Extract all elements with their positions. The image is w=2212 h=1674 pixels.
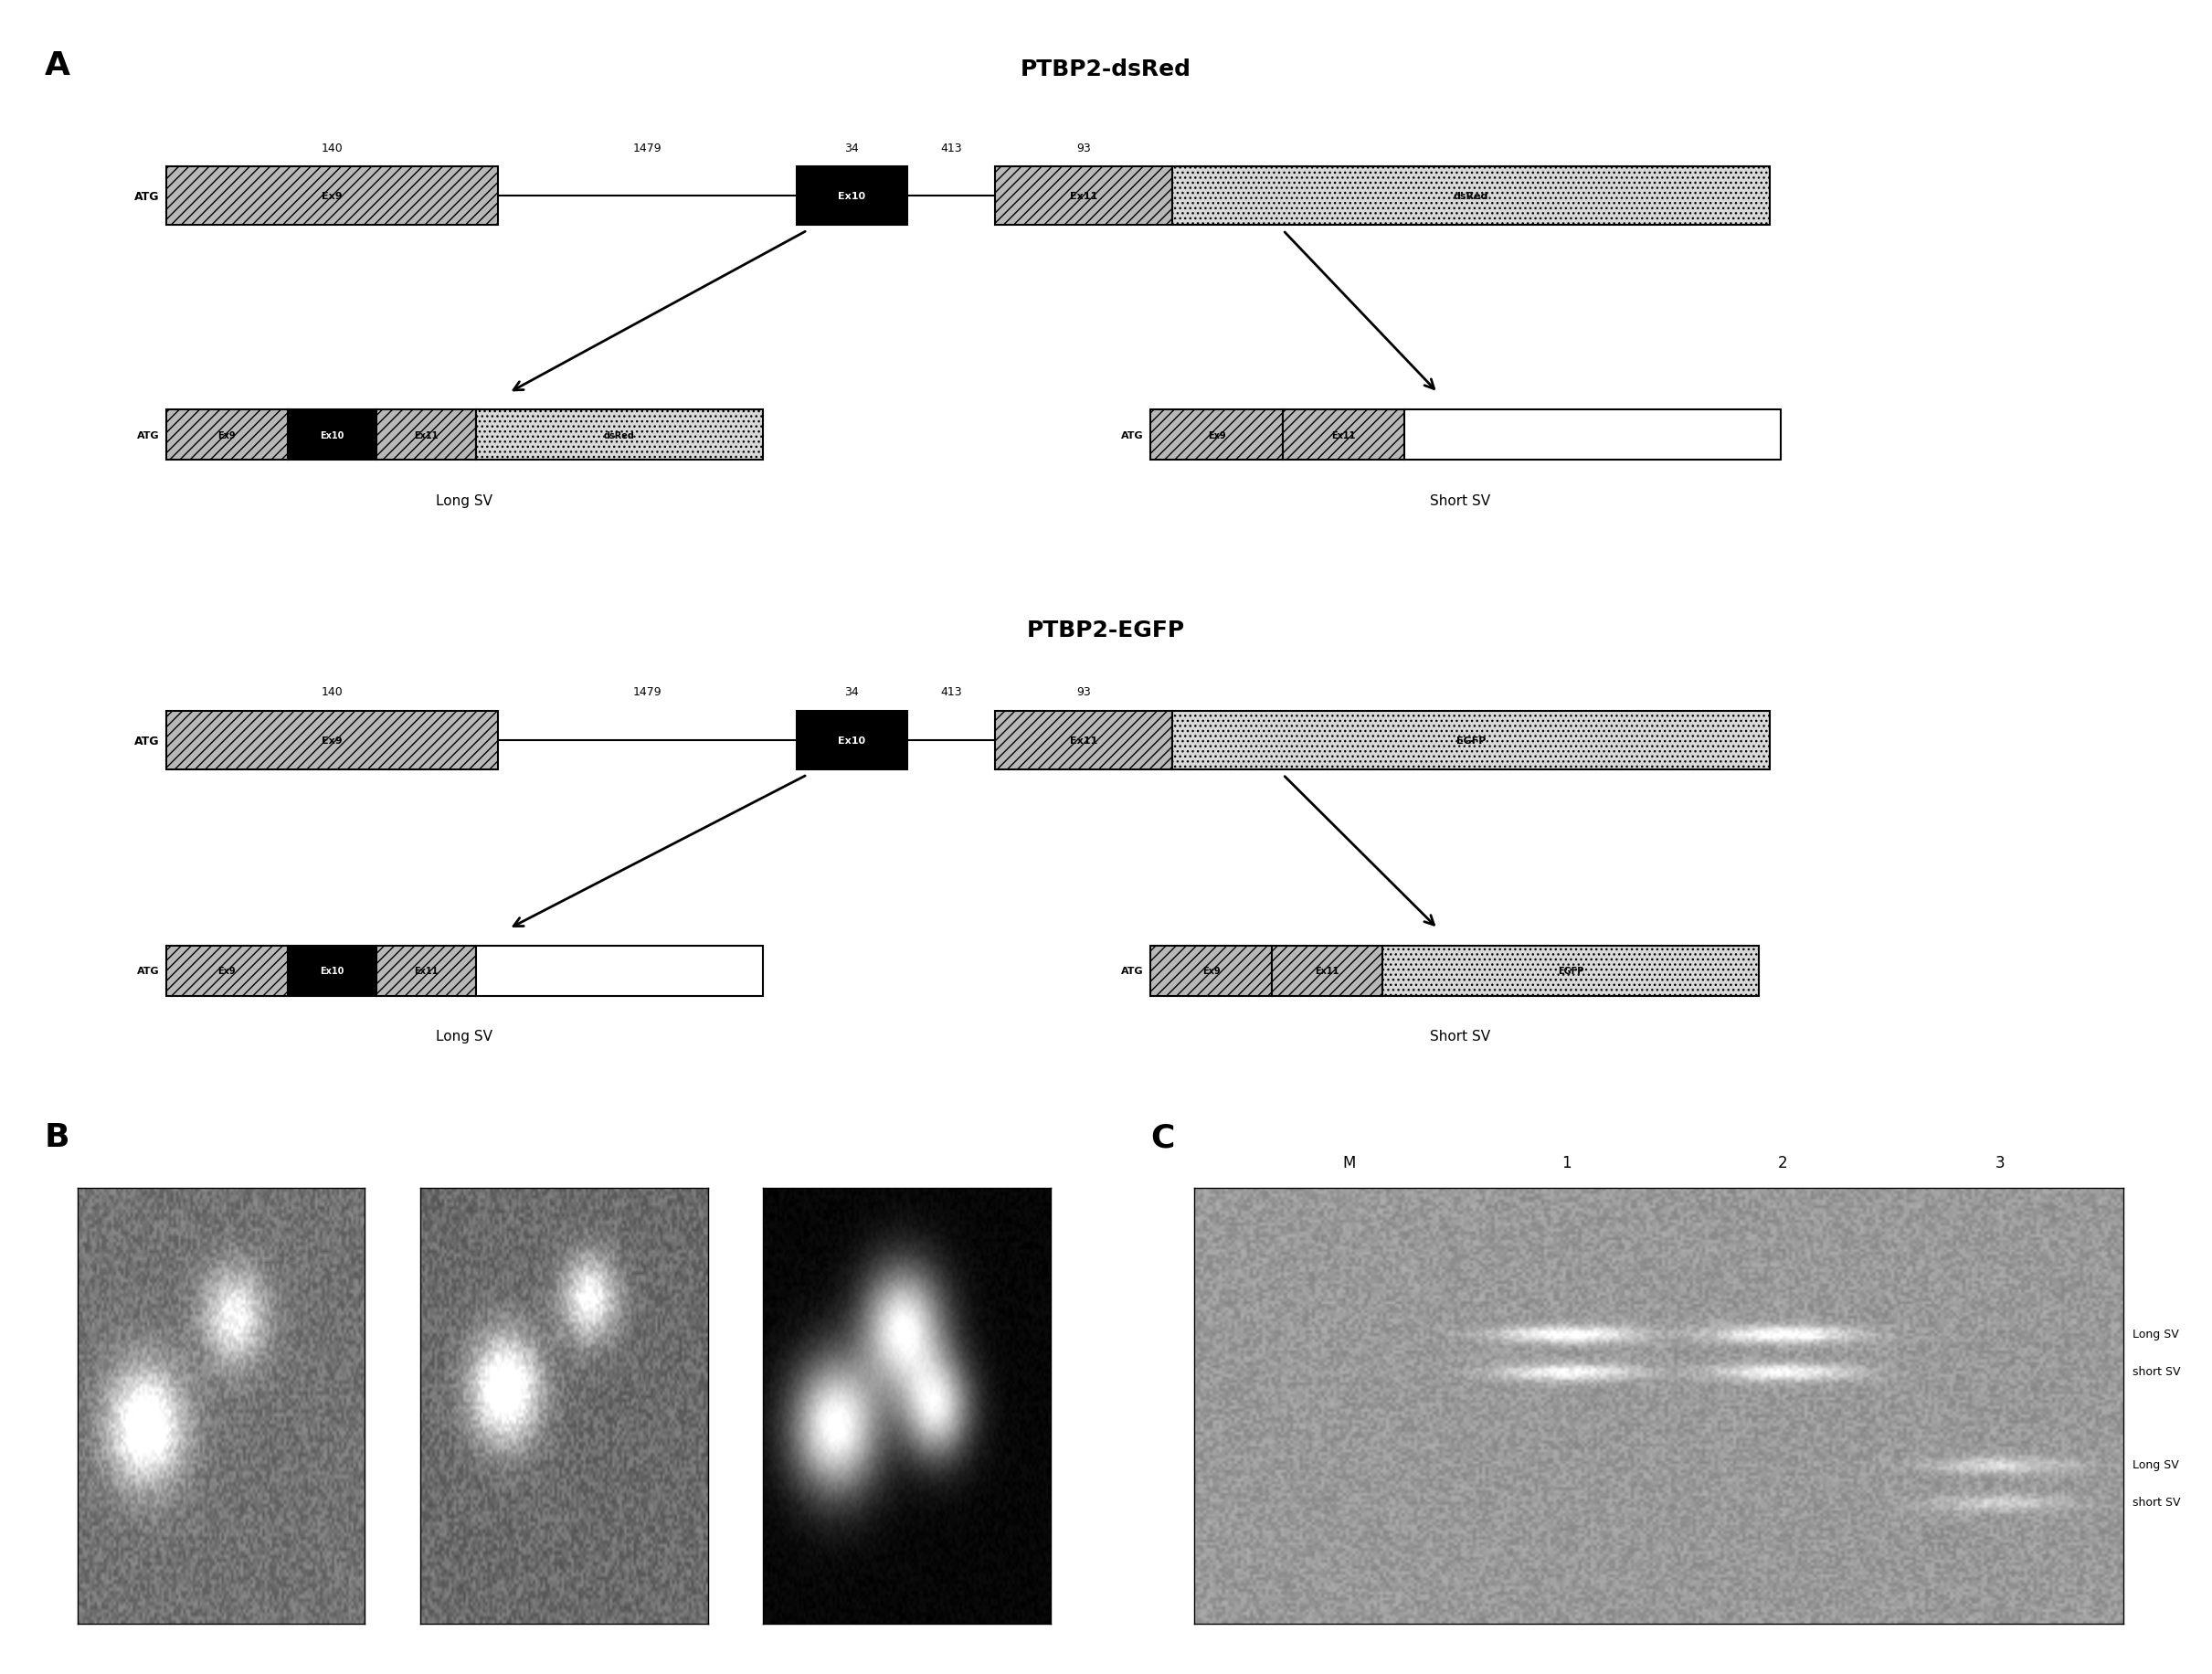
Text: A: A (44, 50, 71, 82)
Text: Ex10: Ex10 (321, 966, 343, 976)
Text: 3: 3 (1995, 1155, 2004, 1172)
Bar (166, 946, 288, 996)
Bar (376, 410, 476, 460)
Bar (166, 711, 498, 770)
Text: ATG: ATG (1121, 430, 1144, 440)
Text: Long SV: Long SV (2132, 1327, 2179, 1339)
Bar (476, 410, 763, 460)
Text: 140: 140 (321, 142, 343, 154)
Text: C: C (1150, 1122, 1175, 1153)
Text: ATG: ATG (137, 966, 159, 976)
Text: Ex10: Ex10 (838, 193, 865, 201)
Text: Long SV: Long SV (436, 1030, 493, 1043)
Text: Ex10: Ex10 (321, 430, 343, 440)
Text: EGFP: EGFP (1557, 966, 1584, 976)
Text: short SV: short SV (2132, 1497, 2181, 1508)
Text: Ex11: Ex11 (1071, 737, 1097, 745)
Text: PTBP2-EGFP: PTBP2-EGFP (1026, 619, 1186, 641)
Text: dsRed: dsRed (604, 430, 635, 440)
Text: ATG: ATG (1121, 966, 1144, 976)
Text: 34: 34 (845, 142, 858, 154)
Bar (1283, 410, 1405, 460)
Bar (995, 711, 1172, 770)
Bar (995, 167, 1172, 226)
Text: Long SV: Long SV (2132, 1458, 2179, 1470)
Bar (1382, 946, 1759, 996)
Text: Short SV: Short SV (1429, 1030, 1491, 1043)
Text: Ex11: Ex11 (414, 430, 438, 440)
Bar (288, 946, 376, 996)
Text: dsRed: dsRed (1453, 193, 1489, 201)
Text: Ex9: Ex9 (1208, 430, 1225, 440)
Text: Ex11: Ex11 (1332, 430, 1356, 440)
Text: B: B (44, 1122, 69, 1153)
Text: Ex9: Ex9 (217, 430, 237, 440)
Text: ATG: ATG (135, 191, 159, 203)
Text: Ex11: Ex11 (1316, 966, 1338, 976)
Text: EGFP: EGFP (1455, 737, 1486, 745)
Text: Ex9: Ex9 (217, 966, 237, 976)
Bar (166, 167, 498, 226)
Bar (1150, 946, 1272, 996)
Bar (166, 410, 288, 460)
Text: Ex9: Ex9 (1201, 966, 1221, 976)
Bar (376, 946, 476, 996)
Text: 93: 93 (1077, 142, 1091, 154)
Text: 413: 413 (940, 142, 962, 154)
Text: Ex11: Ex11 (1071, 193, 1097, 201)
Bar (476, 946, 763, 996)
Text: Ex10: Ex10 (838, 737, 865, 745)
Bar (1172, 711, 1770, 770)
Text: Long SV: Long SV (436, 494, 493, 507)
Text: 413: 413 (940, 686, 962, 698)
Text: 2: 2 (1778, 1155, 1787, 1172)
Text: 140: 140 (321, 686, 343, 698)
Text: M: M (1343, 1155, 1356, 1172)
Text: Ex9: Ex9 (321, 737, 343, 745)
Text: short SV: short SV (2132, 1366, 2181, 1378)
Text: Ex9: Ex9 (321, 193, 343, 201)
Bar (1272, 946, 1382, 996)
Text: 1479: 1479 (633, 686, 661, 698)
Bar (1405, 410, 1781, 460)
Bar (796, 711, 907, 770)
Bar (1172, 167, 1770, 226)
Text: 1479: 1479 (633, 142, 661, 154)
Text: 34: 34 (845, 686, 858, 698)
Bar (1150, 410, 1283, 460)
Bar (796, 167, 907, 226)
Text: Short SV: Short SV (1429, 494, 1491, 507)
Text: Ex11: Ex11 (414, 966, 438, 976)
Text: PTBP2-dsRed: PTBP2-dsRed (1020, 59, 1192, 80)
Text: 1: 1 (1562, 1155, 1571, 1172)
Text: ATG: ATG (137, 430, 159, 440)
Text: 93: 93 (1077, 686, 1091, 698)
Text: ATG: ATG (135, 735, 159, 747)
Bar (288, 410, 376, 460)
